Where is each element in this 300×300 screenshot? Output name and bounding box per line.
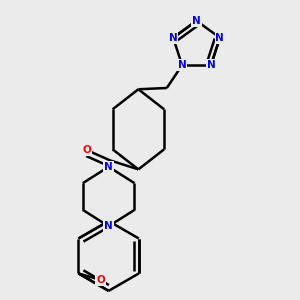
Text: O: O	[82, 145, 91, 155]
Text: N: N	[207, 60, 215, 70]
Text: N: N	[178, 60, 187, 70]
Text: N: N	[215, 33, 224, 43]
Text: N: N	[104, 221, 113, 231]
Text: N: N	[192, 16, 201, 26]
Text: N: N	[169, 33, 178, 43]
Text: O: O	[96, 275, 105, 285]
Text: N: N	[104, 162, 113, 172]
